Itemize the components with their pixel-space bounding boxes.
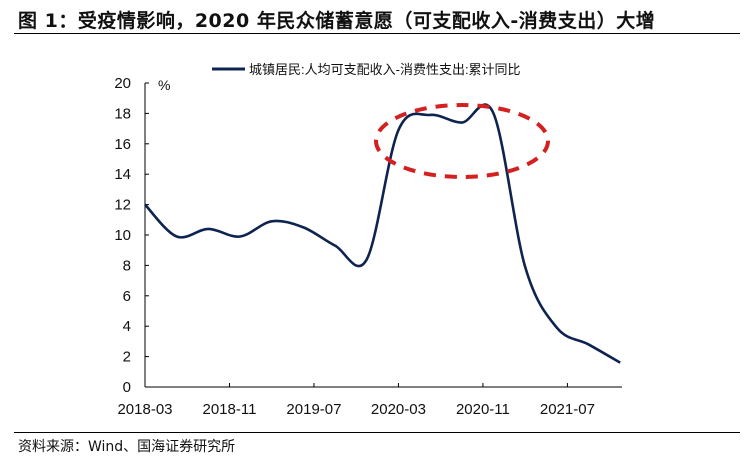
y-tick-label: 6 <box>123 288 131 305</box>
series-line <box>144 103 621 364</box>
x-tick-label: 2020-11 <box>456 401 510 418</box>
legend-label: 城镇居民:人均可支配收入-消费性支出:累计同比 <box>249 62 521 77</box>
y-tick-label: 0 <box>123 379 131 396</box>
x-tick-label: 2021-07 <box>540 401 595 418</box>
source-note: 资料来源：Wind、国海证券研究所 <box>18 439 236 455</box>
y-tick-label: 12 <box>114 197 131 214</box>
source-divider <box>14 432 740 433</box>
x-tick-label: 2019-07 <box>286 401 341 418</box>
y-tick-label: 16 <box>114 136 131 153</box>
y-tick-label: 8 <box>123 257 131 274</box>
y-tick-label: 18 <box>114 105 131 122</box>
y-tick-label: 20 <box>114 75 131 92</box>
x-tick-label: 2018-11 <box>203 401 257 418</box>
y-tick-label: 10 <box>114 227 131 244</box>
title-divider <box>14 33 740 34</box>
x-tick-label: 2018-03 <box>117 401 172 418</box>
y-unit-label: % <box>158 77 170 93</box>
x-tick-label: 2020-03 <box>371 401 426 418</box>
highlight-ellipse <box>374 103 550 179</box>
y-tick-label: 14 <box>114 166 131 183</box>
y-tick-label: 2 <box>123 349 131 366</box>
y-tick-label: 4 <box>123 318 131 335</box>
figure-title: 图 1：受疫情影响，2020 年民众储蓄意愿（可支配收入-消费支出）大增 <box>18 10 656 32</box>
